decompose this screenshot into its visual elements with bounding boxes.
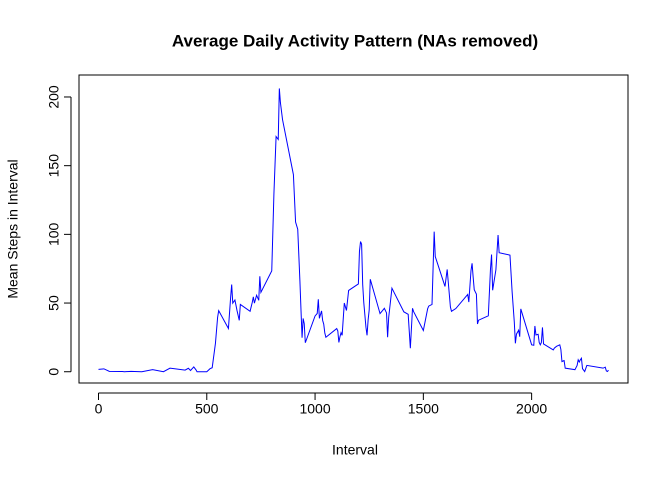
chart-title: Average Daily Activity Pattern (NAs remo…: [172, 31, 538, 50]
y-tick-label: 150: [46, 154, 62, 178]
y-tick-label: 100: [46, 222, 62, 246]
plot-frame: [78, 74, 629, 384]
y-tick-label: 0: [46, 368, 62, 376]
x-axis-label: Interval: [332, 442, 378, 458]
data-line: [98, 88, 609, 373]
x-tick-label: 500: [195, 401, 219, 417]
y-tick-label: 50: [46, 295, 62, 311]
x-tick-label: 1500: [408, 401, 439, 417]
y-tick-label: 200: [46, 85, 62, 109]
x-tick-label: 1000: [299, 401, 330, 417]
x-tick-label: 0: [95, 401, 103, 417]
y-axis-label: Mean Steps in Interval: [5, 159, 21, 298]
x-tick-label: 2000: [516, 401, 547, 417]
